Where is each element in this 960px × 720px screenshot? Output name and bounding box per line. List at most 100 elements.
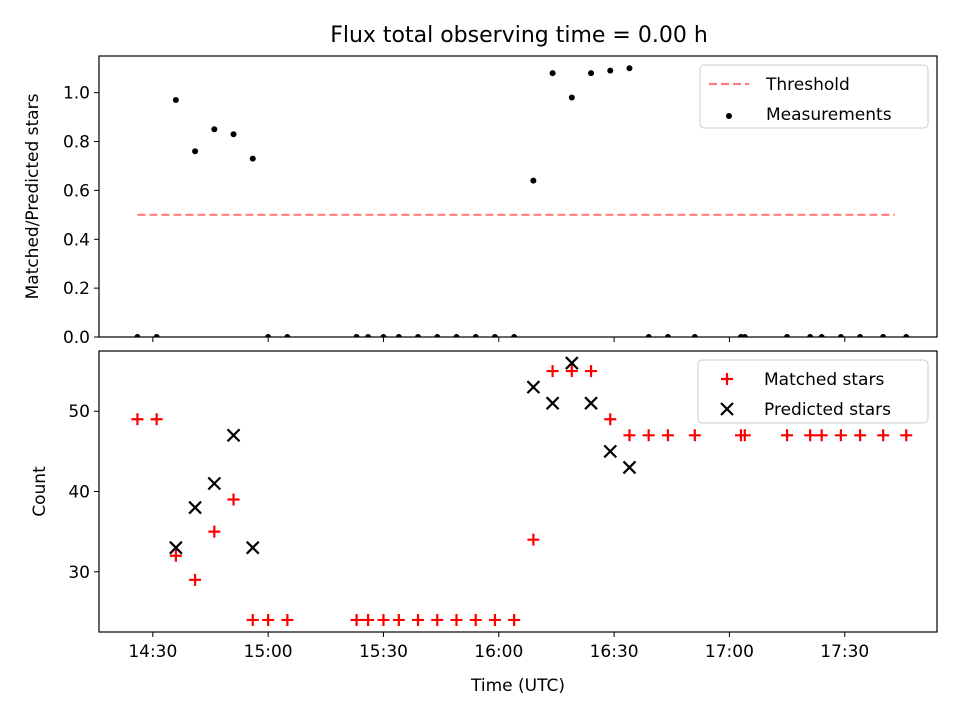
plot-area (131, 356, 913, 626)
data-point (626, 65, 633, 72)
x-tick-label: 16:00 (474, 642, 523, 662)
data-point (857, 334, 864, 337)
data-point (188, 500, 202, 515)
data-point (818, 334, 825, 337)
series-measurements (134, 65, 910, 337)
data-point (226, 428, 241, 443)
data-point (511, 334, 518, 337)
y-tick-label: 40 (68, 483, 90, 503)
x-tick-label: 16:30 (590, 642, 639, 662)
legend: Matched stars Predicted stars (697, 359, 929, 424)
data-point (245, 540, 260, 555)
data-point (362, 613, 375, 626)
y-tick-label: 0.0 (63, 328, 90, 348)
data-point (350, 613, 363, 626)
data-point (834, 429, 847, 442)
series-predicted-stars (169, 356, 637, 555)
data-point (546, 365, 559, 378)
y-tick-label: 0.6 (63, 181, 90, 201)
data-point (262, 613, 275, 626)
y-tick-label: 0.4 (63, 230, 90, 250)
data-point (781, 429, 794, 442)
data-point (588, 70, 595, 77)
data-point (453, 334, 460, 337)
data-point (169, 540, 183, 555)
y-tick-label: 30 (68, 563, 90, 583)
panel-count: 30 40 50 14:30 15:00 15:30 16:00 16:30 17:00 17:3… (30, 350, 938, 662)
axes-frame (98, 55, 938, 338)
data-point (150, 413, 163, 426)
data-point (565, 365, 578, 378)
legend-label: Predicted stars (764, 400, 891, 420)
data-point (208, 525, 221, 538)
data-point (565, 356, 579, 370)
data-point (854, 429, 867, 442)
data-point (131, 413, 144, 426)
chart-title: Flux total observing time = 0.00 h (330, 23, 708, 48)
data-point (568, 94, 575, 101)
data-point (265, 334, 272, 337)
data-point (450, 613, 463, 626)
data-point (230, 131, 237, 138)
axes-frame (98, 350, 938, 633)
data-point (691, 334, 698, 337)
series-matched-stars (131, 365, 913, 626)
data-point (491, 334, 498, 337)
x-tick-label: 15:30 (359, 642, 408, 662)
data-point (431, 613, 444, 626)
x-tick-label: 15:00 (244, 642, 293, 662)
data-point (527, 533, 540, 546)
legend-marker (720, 402, 734, 416)
data-point (642, 429, 655, 442)
legend-box (697, 359, 929, 424)
data-point (622, 460, 637, 475)
data-point (153, 334, 160, 337)
panel-ratio: 0.0 0.2 0.4 0.6 0.8 1.0 Matched/Predicted star… (23, 55, 938, 348)
data-point (549, 70, 556, 77)
data-point (877, 429, 890, 442)
data-point (488, 613, 501, 626)
data-point (837, 334, 844, 337)
data-point (469, 613, 482, 626)
data-point (227, 493, 240, 506)
data-point (545, 396, 560, 410)
data-point (192, 148, 199, 155)
data-point (412, 613, 425, 626)
y-tick-label: 0.2 (63, 279, 90, 299)
data-point (585, 365, 598, 378)
data-point (472, 334, 479, 337)
data-point (603, 444, 618, 459)
y-axis-label: Matched/Predicted stars (23, 93, 43, 299)
data-point (281, 613, 294, 626)
legend-label: Matched stars (764, 370, 884, 390)
data-point (284, 334, 291, 337)
data-point (392, 613, 405, 626)
data-point (688, 429, 701, 442)
data-point (169, 549, 182, 562)
data-point (189, 573, 202, 586)
y-tick-label: 50 (68, 402, 90, 422)
data-point (211, 126, 218, 133)
data-point (508, 613, 521, 626)
legend-box (699, 64, 929, 129)
data-point (530, 177, 537, 184)
data-point (434, 334, 441, 337)
x-axis-label: Time (UTC) (470, 676, 565, 696)
data-point (415, 334, 422, 337)
legend-label: Threshold (765, 75, 850, 95)
data-point (784, 334, 791, 337)
data-point (604, 413, 617, 426)
data-point (741, 334, 748, 337)
data-point (623, 429, 636, 442)
data-point (804, 429, 817, 442)
data-point (607, 67, 614, 74)
data-point (353, 334, 360, 337)
plot-area (134, 65, 910, 337)
data-point (645, 334, 652, 337)
legend-label: Measurements (766, 105, 892, 125)
y-axis-label: Count (30, 466, 50, 517)
data-point (249, 155, 256, 162)
x-tick-label: 14:30 (128, 642, 177, 662)
legend: Threshold Measurements (699, 64, 929, 129)
